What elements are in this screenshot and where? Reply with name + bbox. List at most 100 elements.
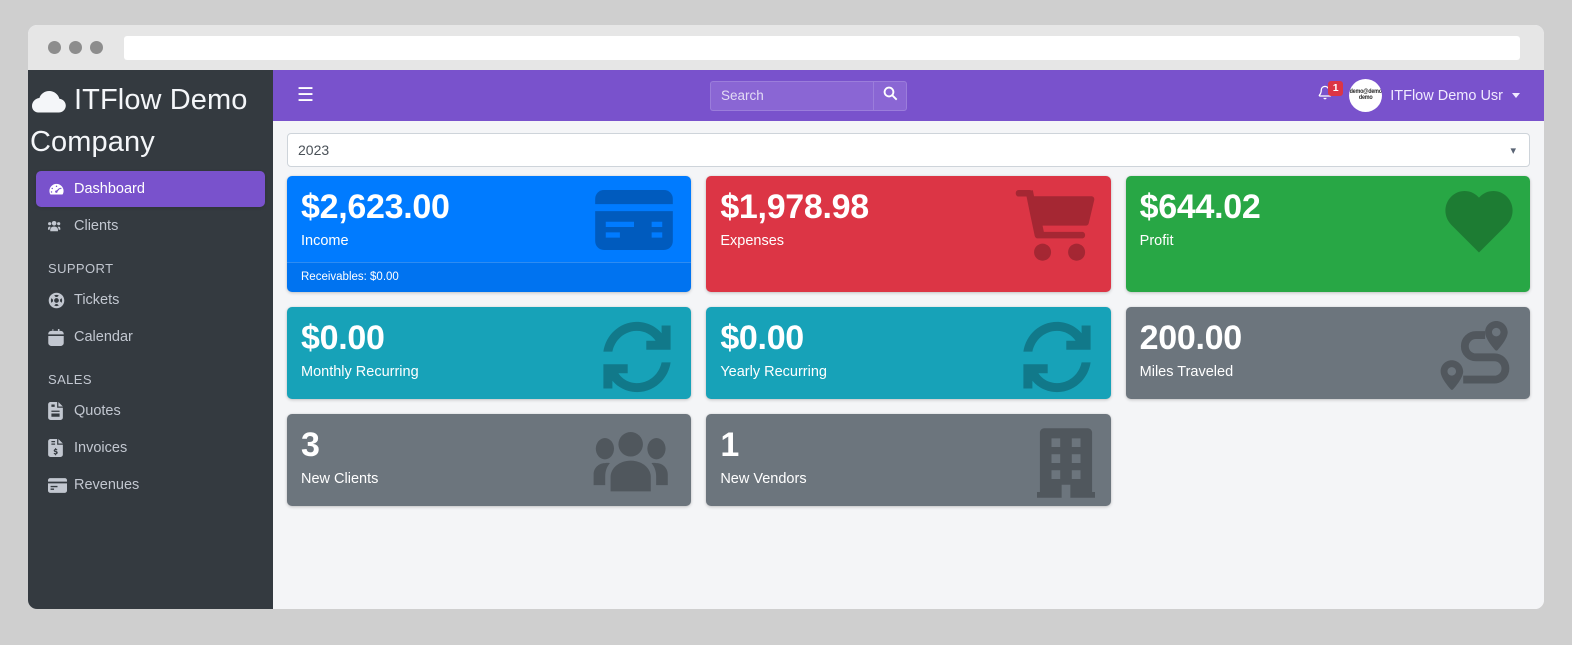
hamburger-menu-icon[interactable]: ☰ xyxy=(297,85,315,106)
year-filter-group: 2023 ▾ xyxy=(287,133,1530,167)
stat-card-profit[interactable]: $644.02 Profit xyxy=(1125,176,1530,292)
card-body: $0.00 Yearly Recurring xyxy=(706,307,1110,399)
file-invoice-dollar-icon xyxy=(48,439,74,458)
stat-card-income[interactable]: $2,623.00 Income Receivables: $0.00 xyxy=(287,176,692,292)
card-label: New Vendors xyxy=(720,471,807,488)
search-button[interactable] xyxy=(873,80,907,111)
browser-window: ITFlow Demo Company Dashboard xyxy=(28,25,1544,609)
card-body xyxy=(1126,414,1530,506)
tachometer-icon xyxy=(48,181,74,198)
topbar: ☰ xyxy=(273,70,1544,121)
notification-badge: 1 xyxy=(1328,80,1344,96)
close-window-button[interactable] xyxy=(48,41,61,54)
sidebar-item-dashboard[interactable]: Dashboard xyxy=(36,171,265,208)
notifications-button[interactable]: 1 xyxy=(1309,79,1345,113)
sidebar-item-label: Calendar xyxy=(74,329,133,346)
credit-card-icon xyxy=(48,478,74,493)
card-body: $1,978.98 Expenses xyxy=(706,176,1110,264)
chevron-down-icon xyxy=(1512,93,1520,98)
sidebar-item-label: Quotes xyxy=(74,403,121,420)
card-value: $2,623.00 xyxy=(301,188,450,226)
sidebar-item-label: Invoices xyxy=(74,440,128,457)
file-invoice-icon xyxy=(48,402,74,421)
card-label: Profit xyxy=(1139,233,1174,250)
url-input[interactable] xyxy=(124,35,1520,60)
card-label: Yearly Recurring xyxy=(720,364,827,381)
sidebar-item-invoices[interactable]: Invoices xyxy=(36,430,265,466)
card-label: Monthly Recurring xyxy=(301,364,419,381)
main-area: ☰ xyxy=(273,70,1544,609)
minimize-window-button[interactable] xyxy=(69,41,82,54)
users-icon xyxy=(48,219,74,234)
card-value: 1 xyxy=(720,426,739,464)
sidebar-item-label: Dashboard xyxy=(74,181,145,198)
year-filter-select[interactable]: 2023 xyxy=(287,133,1530,167)
stat-card-monthly-recurring[interactable]: $0.00 Monthly Recurring xyxy=(287,307,692,399)
card-value: $0.00 xyxy=(720,319,804,357)
heart-icon xyxy=(1444,190,1514,254)
brand[interactable]: ITFlow Demo Company xyxy=(28,70,273,171)
card-label: Expenses xyxy=(720,233,785,250)
dashboard-content: 2023 ▾ $2,623.00 Income xyxy=(273,121,1544,609)
calendar-icon xyxy=(48,328,74,346)
avatar-line-1: demo@demo xyxy=(1349,87,1382,96)
sidebar-item-label: Revenues xyxy=(74,477,140,494)
avatar-line-2: demo xyxy=(1358,93,1373,102)
users-icon xyxy=(587,428,675,492)
sidebar-item-tickets[interactable]: Tickets xyxy=(36,282,265,318)
card-value: $644.02 xyxy=(1139,188,1261,226)
sidebar-item-label: Tickets xyxy=(74,292,120,309)
building-icon xyxy=(1036,428,1095,498)
card-body: $2,623.00 Income xyxy=(287,176,691,262)
route-icon xyxy=(1434,321,1514,393)
user-name-label: ITFlow Demo Usr xyxy=(1390,87,1503,104)
card-row-3: 3 New Clients xyxy=(287,414,1534,506)
card-value: $1,978.98 xyxy=(720,188,869,226)
card-value: 200.00 xyxy=(1139,319,1243,357)
cloud-icon xyxy=(32,86,66,124)
avatar: demo@demo demo xyxy=(1349,79,1383,112)
sync-icon xyxy=(599,321,675,393)
sidebar-item-revenues[interactable]: Revenues xyxy=(36,467,265,503)
stat-card-new-vendors[interactable]: 1 New Vendors xyxy=(706,414,1111,506)
card-row-1: $2,623.00 Income Receivables: $0.00 xyxy=(287,176,1534,292)
sync-icon xyxy=(1019,321,1095,393)
user-menu-button[interactable]: demo@demo demo ITFlow Demo Usr xyxy=(1345,75,1530,116)
sidebar-item-quotes[interactable]: Quotes xyxy=(36,393,265,429)
app-shell: ITFlow Demo Company Dashboard xyxy=(28,70,1544,609)
card-footer: Receivables: $0.00 xyxy=(287,262,692,292)
credit-card-icon xyxy=(593,190,675,250)
stat-card-new-clients[interactable]: 3 New Clients xyxy=(287,414,692,506)
card-body: $0.00 Monthly Recurring xyxy=(287,307,691,399)
search-input[interactable] xyxy=(710,80,873,111)
sidebar-section-header-support: SUPPORT xyxy=(48,261,114,277)
sidebar: ITFlow Demo Company Dashboard xyxy=(28,70,273,609)
stat-card-expenses[interactable]: $1,978.98 Expenses xyxy=(706,176,1111,292)
card-body: 200.00 Miles Traveled xyxy=(1126,307,1530,399)
card-label: New Clients xyxy=(301,471,379,488)
search-icon xyxy=(883,86,898,106)
shopping-cart-icon xyxy=(1015,189,1095,262)
life-ring-icon xyxy=(48,292,74,309)
card-body: $644.02 Profit xyxy=(1126,176,1530,264)
card-value: 3 xyxy=(301,426,320,464)
sidebar-nav: Dashboard Clients xyxy=(28,171,273,503)
card-value: $0.00 xyxy=(301,319,385,357)
card-body: 1 New Vendors xyxy=(706,414,1110,506)
search-group xyxy=(710,80,907,111)
maximize-window-button[interactable] xyxy=(90,41,103,54)
window-controls xyxy=(48,41,103,54)
sidebar-item-clients[interactable]: Clients xyxy=(36,208,265,244)
stat-card-placeholder xyxy=(1126,414,1530,506)
topbar-right: 1 demo@demo demo ITFlow Demo Usr xyxy=(1309,75,1530,116)
sidebar-section-header-sales: SALES xyxy=(48,372,92,388)
stat-card-miles-traveled[interactable]: 200.00 Miles Traveled xyxy=(1125,307,1530,399)
card-row-2: $0.00 Monthly Recurring $0.00 xyxy=(287,307,1534,399)
sidebar-item-calendar[interactable]: Calendar xyxy=(36,319,265,355)
card-label: Income xyxy=(301,233,349,250)
card-label: Miles Traveled xyxy=(1139,364,1234,381)
stat-card-yearly-recurring[interactable]: $0.00 Yearly Recurring xyxy=(706,307,1111,399)
brand-text: ITFlow Demo Company xyxy=(30,84,248,158)
browser-chrome xyxy=(28,25,1544,70)
sidebar-item-label: Clients xyxy=(74,218,119,235)
